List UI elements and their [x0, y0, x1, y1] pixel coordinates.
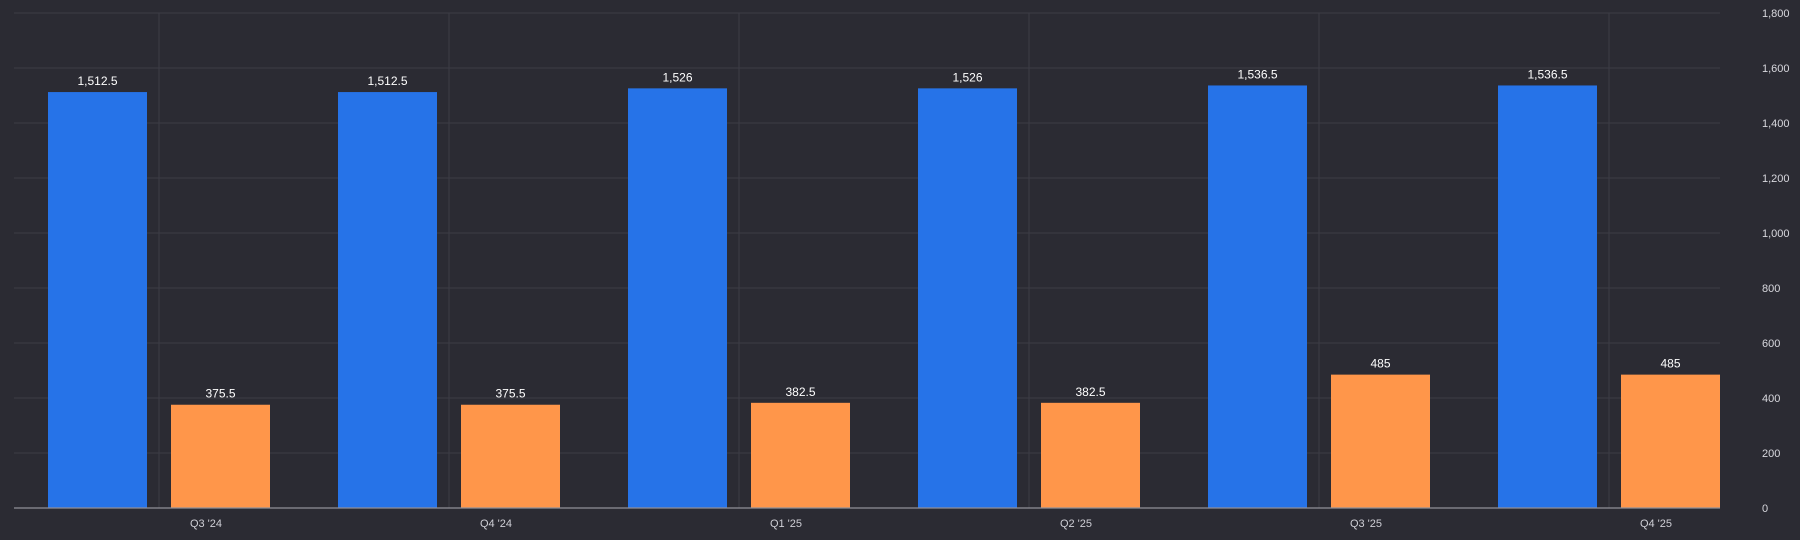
x-tick-label: Q3 '25: [1350, 518, 1382, 530]
y-tick-label: 600: [1762, 338, 1780, 350]
data-label: 375.5: [205, 387, 235, 401]
x-tick-label: Q1 '25: [770, 518, 802, 530]
bars: [48, 85, 1720, 509]
data-label: 1,512.5: [77, 74, 117, 88]
y-tick-label: 1,600: [1762, 63, 1790, 75]
y-tick-label: 1,800: [1762, 8, 1790, 20]
bar-orange: [1041, 402, 1140, 508]
bar-blue: [1498, 85, 1597, 509]
data-label: 1,536.5: [1237, 67, 1277, 81]
data-label: 375.5: [495, 387, 525, 401]
data-label: 485: [1660, 357, 1680, 371]
x-tick-label: Q4 '25: [1640, 518, 1672, 530]
data-label: 1,512.5: [367, 74, 407, 88]
data-label: 485: [1370, 357, 1390, 371]
data-label: 1,526: [662, 70, 692, 84]
y-tick-label: 1,200: [1762, 173, 1790, 185]
value-labels: 1,512.5 1,512.5 1,526 1,526 1,536.5 1,536.5 37…: [77, 67, 1680, 400]
x-axis-categories: Q3 '24 Q4 '24 Q1 '25 Q2 '25 Q3 '25 Q4 '25: [190, 518, 1672, 530]
data-label: 1,526: [952, 70, 982, 84]
x-tick-label: Q2 '25: [1060, 518, 1092, 530]
bar-blue: [918, 88, 1017, 508]
x-tick-label: Q3 '24: [190, 518, 222, 530]
y-tick-label: 0: [1762, 503, 1768, 515]
bar-orange: [461, 404, 560, 508]
y-tick-label: 1,000: [1762, 228, 1790, 240]
bar-orange: [171, 404, 270, 508]
data-label: 382.5: [1075, 385, 1105, 399]
bar-blue: [48, 92, 147, 508]
bar-orange: [751, 402, 850, 508]
y-axis-ticks: 0 200 400 600 800 1,000 1,200 1,400 1,600 1,800: [1762, 8, 1790, 515]
bar-orange: [1621, 374, 1720, 508]
y-tick-label: 200: [1762, 448, 1780, 460]
bar-blue: [338, 92, 437, 508]
bar-blue: [628, 88, 727, 508]
grid-lines: [14, 12, 1720, 508]
data-label: 382.5: [785, 385, 815, 399]
y-tick-label: 400: [1762, 393, 1780, 405]
x-tick-label: Q4 '24: [480, 518, 512, 530]
y-tick-label: 800: [1762, 283, 1780, 295]
bar-blue: [1208, 85, 1307, 509]
y-tick-label: 1,400: [1762, 118, 1790, 130]
data-label: 1,536.5: [1527, 67, 1567, 81]
bar-orange: [1331, 374, 1430, 508]
